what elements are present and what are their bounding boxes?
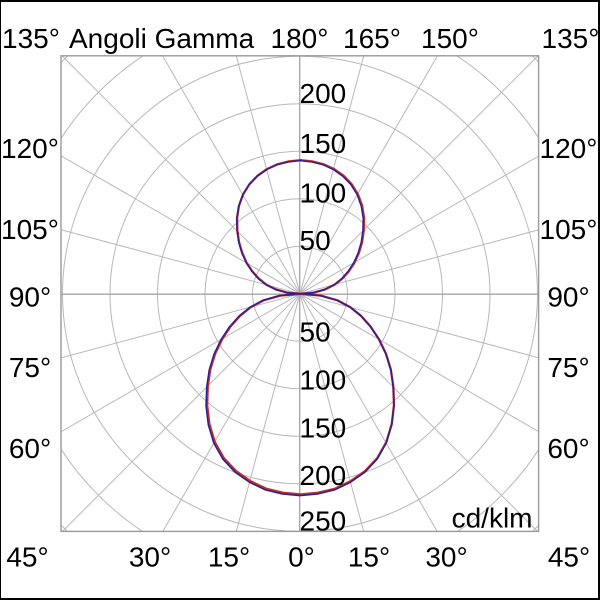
svg-text:75°: 75°: [547, 352, 589, 383]
svg-text:150: 150: [300, 412, 347, 443]
svg-text:cd/klm: cd/klm: [452, 503, 533, 534]
svg-text:30°: 30°: [425, 542, 467, 573]
svg-text:60°: 60°: [547, 433, 589, 464]
svg-text:50: 50: [300, 225, 331, 256]
svg-text:100: 100: [300, 177, 347, 208]
svg-text:15°: 15°: [208, 542, 250, 573]
svg-text:60°: 60°: [9, 433, 51, 464]
svg-text:45°: 45°: [6, 542, 48, 573]
svg-text:150°: 150°: [421, 23, 479, 54]
svg-text:180°: 180°: [271, 23, 329, 54]
svg-text:30°: 30°: [129, 542, 171, 573]
svg-text:15°: 15°: [348, 542, 390, 573]
svg-text:Angoli Gamma: Angoli Gamma: [69, 23, 255, 54]
svg-text:135°: 135°: [542, 23, 600, 54]
svg-text:90°: 90°: [9, 282, 51, 313]
svg-text:105°: 105°: [540, 214, 598, 245]
svg-text:135°: 135°: [2, 23, 60, 54]
svg-text:120°: 120°: [540, 133, 598, 164]
svg-text:105°: 105°: [1, 214, 59, 245]
svg-text:75°: 75°: [9, 352, 51, 383]
svg-text:200: 200: [300, 78, 347, 109]
svg-text:0°: 0°: [288, 542, 315, 573]
svg-text:200: 200: [300, 460, 347, 491]
svg-text:120°: 120°: [1, 133, 59, 164]
svg-text:45°: 45°: [548, 542, 590, 573]
svg-text:165°: 165°: [343, 23, 401, 54]
svg-text:250: 250: [300, 505, 347, 536]
svg-text:150: 150: [300, 128, 347, 159]
svg-text:100: 100: [300, 365, 347, 396]
svg-text:50: 50: [300, 316, 331, 347]
svg-text:90°: 90°: [547, 282, 589, 313]
